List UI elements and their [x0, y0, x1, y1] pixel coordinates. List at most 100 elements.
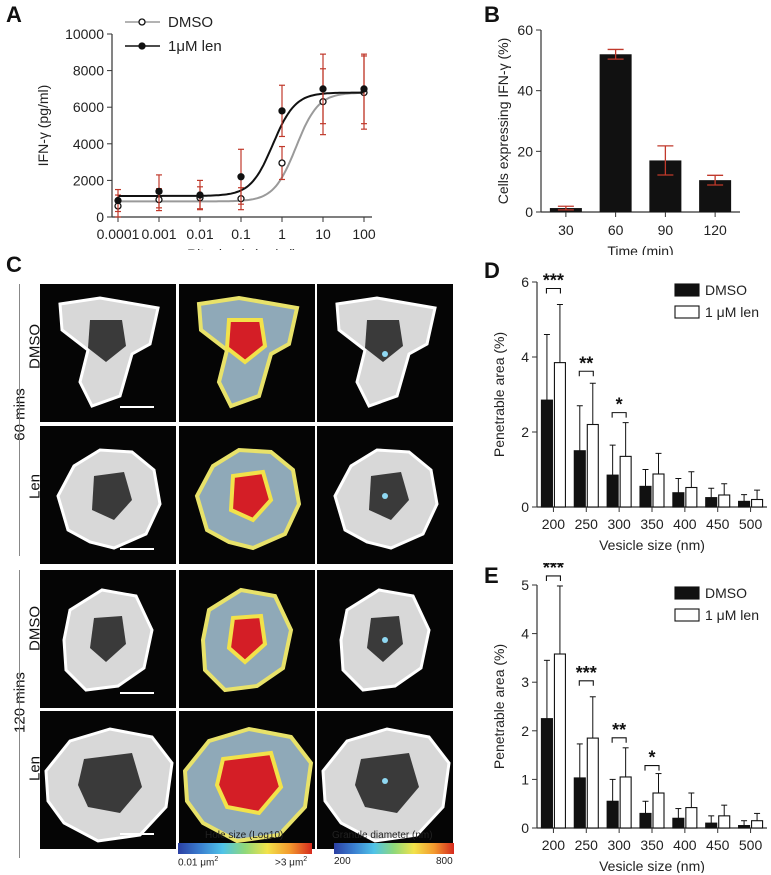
bar-dmso: [705, 497, 718, 508]
y-axis-label: Penetrable area (%): [491, 332, 507, 457]
bar-len: [619, 455, 632, 508]
micrograph-raw: [40, 284, 176, 422]
cell-image: [62, 588, 154, 692]
scale-bar: [120, 406, 154, 408]
x-tick-label: 0.001: [141, 226, 176, 242]
x-tick-label: 0.0001: [97, 226, 140, 242]
significance-bracket: [611, 412, 627, 418]
y-tick-label: 6: [521, 274, 529, 290]
data-point: [319, 85, 327, 93]
colorbar-granule: [334, 843, 454, 854]
micrograph-hole-map: [179, 570, 315, 708]
cell-image: [44, 727, 174, 843]
x-tick-label: 200: [542, 516, 566, 532]
chart-d-penetrable-area-60: 0 2 4 6 200 250 300 350 400 450 500 Vesicle size (n…: [491, 271, 767, 553]
scale-bar: [120, 548, 154, 550]
x-axis-label: Vesicle size (nm): [599, 537, 705, 553]
scale-bar: [120, 692, 154, 694]
x-tick-label: 250: [575, 516, 599, 532]
group-label-120min: 120 mins: [11, 672, 29, 733]
micrograph-hole-map: [179, 711, 315, 849]
micrograph-granule-map: [317, 570, 453, 708]
bar-dmso: [705, 822, 718, 829]
significance-label: ***: [576, 663, 597, 683]
colorbar-hole: [178, 843, 312, 854]
data-point: [278, 107, 286, 115]
significance-bracket: [578, 680, 594, 686]
significance-label: *: [616, 395, 623, 415]
x-tick-label: 450: [706, 837, 730, 853]
y-tick-label: 0: [96, 209, 104, 225]
legend-swatch: [674, 305, 700, 319]
y-tick-label: 4: [521, 349, 529, 365]
legend-label: 1 μM len: [705, 304, 759, 320]
bar-dmso: [573, 450, 586, 508]
panel-c-microscopy: 60 mins 120 mins DMSO Len DMSO Len Hole …: [0, 278, 480, 875]
significance-bracket: [578, 370, 594, 377]
y-tick-label: 5: [521, 577, 529, 593]
scale-bar: [120, 833, 154, 835]
micrograph-raw: [40, 426, 176, 564]
bar: [599, 54, 632, 213]
bar-dmso: [738, 500, 751, 508]
legend-label: 1μM len: [168, 38, 222, 55]
colorbar-granule-min: 200: [334, 856, 351, 867]
x-tick-label: 300: [607, 837, 631, 853]
data-point: [278, 159, 286, 167]
micrograph-granule-map: [317, 284, 453, 422]
x-tick-label: 200: [542, 837, 566, 853]
group-divider: [19, 570, 20, 858]
legend-swatch: [674, 608, 700, 622]
y-tick-label: 60: [517, 22, 533, 38]
y-tick-label: 0: [521, 499, 529, 515]
legend-marker: [138, 18, 146, 26]
panel-letter-c: C: [6, 252, 22, 277]
significance-bracket: [611, 737, 627, 743]
y-axis-label: Cells expressing IFN-γ (%): [495, 38, 511, 204]
bar-dmso: [573, 777, 586, 829]
colorbar-granule-title: Granule diameter (nm): [332, 830, 433, 841]
bar-len: [652, 473, 665, 508]
y-tick-label: 2: [521, 424, 529, 440]
y-tick-label: 4000: [73, 136, 104, 152]
legend-swatch: [674, 586, 700, 600]
y-tick-label: 10000: [65, 26, 104, 42]
x-axis-label: Rituximab (μg/ml): [187, 246, 297, 250]
x-tick-label: 0.1: [231, 226, 251, 242]
bar-dmso: [540, 399, 553, 508]
panel-letter-d: D: [484, 258, 500, 283]
x-tick-label: 100: [352, 226, 376, 242]
cell-image: [194, 447, 302, 551]
bar-dmso: [639, 485, 652, 508]
y-tick-label: 2000: [73, 172, 104, 188]
cell-image: [335, 296, 437, 408]
cell-image: [321, 727, 451, 843]
bar-len: [586, 423, 599, 508]
bar-len: [586, 737, 599, 829]
group-divider: [19, 284, 20, 556]
bar-dmso: [639, 812, 652, 829]
x-tick-label: 400: [673, 516, 697, 532]
cell-image: [58, 296, 160, 408]
chart-a-dose-response: 0 2000 4000 6000 8000 10000 0.0001 0.001 0.01 0.1…: [35, 14, 376, 250]
y-tick-label: 20: [517, 143, 533, 159]
panel-letter-b: B: [484, 2, 500, 27]
significance-label: *: [648, 748, 655, 768]
bar-len: [553, 653, 566, 829]
cell-image: [333, 448, 439, 550]
significance-label: ***: [543, 271, 564, 291]
bar-dmso: [738, 825, 751, 829]
significance-bracket: [545, 287, 561, 294]
x-tick-label: 60: [608, 222, 624, 238]
legend-label: 1 μM len: [705, 607, 759, 623]
y-tick-label: 40: [517, 83, 533, 99]
data-point: [237, 173, 245, 181]
x-tick-label: 0.01: [186, 226, 213, 242]
y-tick-label: 2: [521, 723, 529, 739]
y-tick-label: 6000: [73, 99, 104, 115]
colorbar-granule-max: 800: [436, 856, 453, 867]
data-point: [360, 85, 368, 93]
bar-len: [718, 815, 731, 829]
x-tick-label: 500: [739, 837, 763, 853]
y-tick-label: 0: [525, 204, 533, 220]
